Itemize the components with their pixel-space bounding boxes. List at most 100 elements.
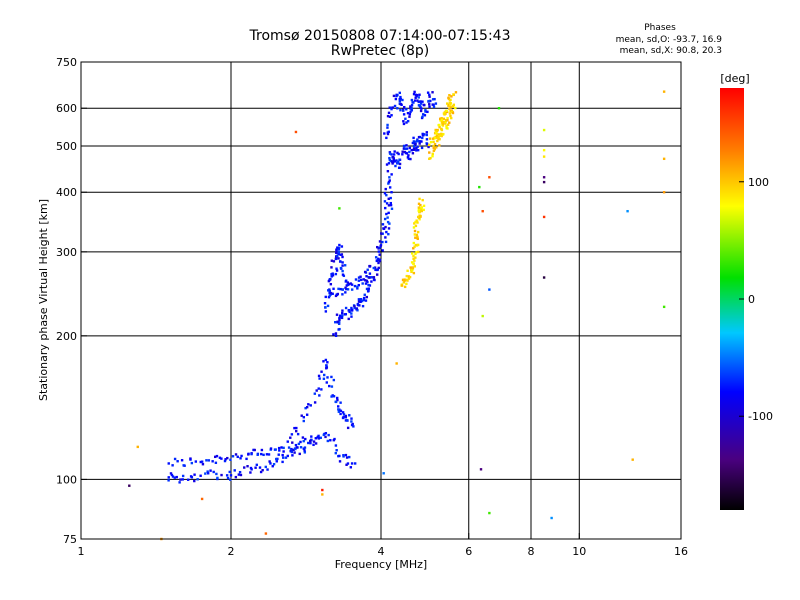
trace-point — [378, 240, 382, 243]
trace-point — [304, 406, 307, 410]
trace-point — [334, 272, 338, 276]
scatter-point — [488, 288, 491, 291]
trace-point — [398, 162, 402, 166]
trace-point — [435, 132, 439, 136]
trace-point — [418, 197, 421, 201]
trace-point — [452, 103, 456, 107]
trace-point — [412, 241, 416, 245]
trace-point — [412, 140, 416, 143]
trace-point — [290, 450, 294, 454]
trace-point — [422, 208, 425, 212]
trace-point — [353, 306, 356, 310]
trace-point — [424, 109, 427, 112]
trace-point — [247, 452, 250, 456]
trace-point — [327, 295, 331, 299]
trace-point — [438, 125, 441, 129]
trace-point — [412, 271, 416, 275]
trace-point — [399, 97, 402, 101]
trace-point — [389, 203, 393, 207]
trace-point — [209, 469, 212, 472]
trace-point — [392, 94, 396, 98]
trace-point — [365, 295, 369, 299]
trace-point — [396, 107, 399, 110]
trace-point — [373, 278, 376, 282]
trace-point — [335, 248, 338, 251]
trace-point — [389, 106, 392, 109]
scatter-point — [294, 130, 298, 134]
trace-point — [439, 132, 443, 136]
trace-point — [409, 105, 412, 108]
trace-point — [384, 206, 387, 210]
trace-point — [282, 456, 285, 459]
trace-point — [337, 251, 340, 254]
trace-point — [379, 243, 383, 247]
trace-point — [207, 459, 211, 462]
trace-point — [179, 478, 182, 481]
trace-point — [237, 473, 241, 476]
trace-point — [350, 288, 354, 291]
trace-point — [269, 462, 272, 465]
trace-point — [385, 193, 388, 197]
trace-point — [300, 414, 303, 417]
trace-point — [413, 222, 416, 225]
trace-point — [398, 91, 401, 95]
trace-point — [449, 109, 452, 113]
trace-point — [398, 158, 401, 161]
trace-point — [181, 474, 185, 478]
trace-point — [326, 361, 329, 364]
trace-point — [414, 142, 417, 146]
trace-point — [425, 142, 429, 146]
trace-point — [412, 254, 415, 258]
trace-point — [435, 146, 438, 149]
trace-point — [433, 136, 436, 140]
trace-point — [402, 113, 406, 116]
trace-point — [412, 101, 415, 104]
trace-point — [322, 360, 325, 363]
scatter-point — [542, 180, 546, 184]
trace-point — [344, 416, 348, 419]
trace-point — [415, 233, 418, 237]
trace-point — [386, 169, 390, 173]
y-tick-label: 75 — [63, 533, 77, 546]
colorbar-tick-label: 0 — [748, 293, 755, 306]
trace-point — [310, 435, 313, 438]
y-tick-label: 100 — [56, 473, 77, 486]
trace-point — [357, 298, 361, 301]
trace-point — [366, 290, 370, 293]
trace-point — [405, 144, 408, 147]
trace-point — [399, 102, 402, 106]
trace-point — [304, 437, 307, 441]
trace-point — [305, 405, 309, 409]
trace-point — [337, 322, 341, 326]
trace-point — [329, 282, 333, 286]
scatter-point — [497, 107, 501, 110]
trace-point — [393, 150, 396, 153]
trace-point — [389, 196, 392, 200]
trace-point — [452, 93, 456, 97]
scatter-point — [200, 497, 204, 501]
trace-point — [315, 389, 318, 392]
trace-point — [343, 264, 347, 267]
trace-point — [268, 460, 271, 463]
trace-point — [277, 446, 281, 450]
trace-point — [416, 148, 420, 152]
trace-point — [167, 479, 170, 482]
trace-point — [357, 276, 361, 279]
trace-point — [450, 110, 454, 113]
trace-point — [410, 109, 414, 112]
trace-point — [388, 152, 392, 155]
trace-point — [201, 463, 205, 466]
trace-point — [419, 209, 423, 213]
trace-point — [341, 288, 345, 291]
scatter-point — [382, 472, 385, 475]
trace-point — [318, 394, 321, 397]
trace-point — [336, 320, 339, 323]
trace-point — [449, 106, 452, 109]
trace-point — [390, 153, 393, 156]
trace-point — [359, 300, 362, 304]
scatter-point — [550, 516, 553, 520]
trace-point — [419, 109, 423, 113]
trace-point — [412, 262, 415, 266]
scatter-point — [626, 209, 629, 213]
trace-point — [440, 117, 443, 120]
